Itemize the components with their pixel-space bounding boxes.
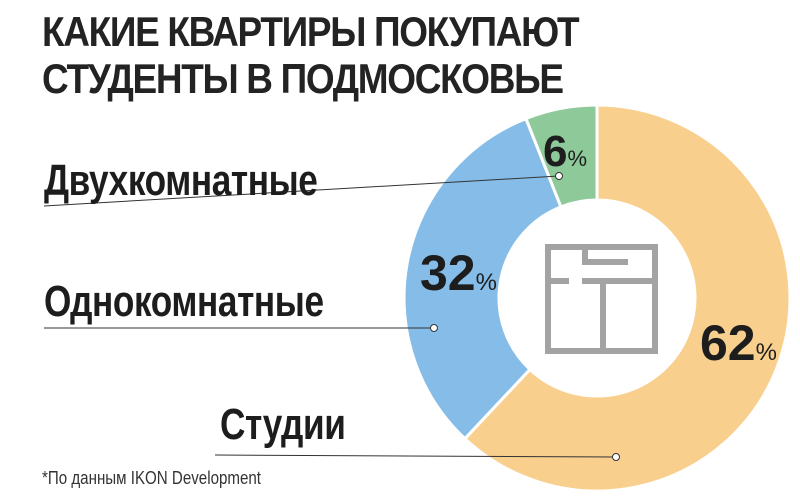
label-studii: Студии <box>220 400 346 449</box>
leader-line-2 <box>43 175 560 207</box>
leader-dot-0 <box>612 453 620 461</box>
chart-title-line-2: СТУДЕНТЫ В ПОДМОСКОВЬЕ <box>42 55 564 102</box>
chart-title: КАКИЕ КВАРТИРЫ ПОКУПАЮТ СТУДЕНТЫ В ПОДМО… <box>42 8 580 102</box>
leader-line-0 <box>214 454 617 458</box>
slice-0 <box>462 103 792 493</box>
percent-label-0: 62% <box>700 315 777 371</box>
floor-plan-icon <box>545 244 658 354</box>
source-note: *По данным IKON Development <box>42 468 262 488</box>
label-odnokomnatnye: Однокомнатные <box>44 277 324 326</box>
leader-lines <box>43 172 620 461</box>
percent-labels: 62% 32% 6% <box>420 127 777 371</box>
slice-2 <box>524 103 599 209</box>
donut-slices <box>402 103 792 493</box>
leader-dot-2 <box>555 172 563 180</box>
slice-1 <box>402 116 563 441</box>
chart-title-line-1: КАКИЕ КВАРТИРЫ ПОКУПАЮТ <box>42 8 580 55</box>
percent-label-2: 6% <box>543 127 587 176</box>
leader-dot-1 <box>430 324 438 332</box>
percent-label-1: 32% <box>420 245 497 301</box>
label-dvuhkomnatnye: Двухкомнатные <box>44 156 318 205</box>
